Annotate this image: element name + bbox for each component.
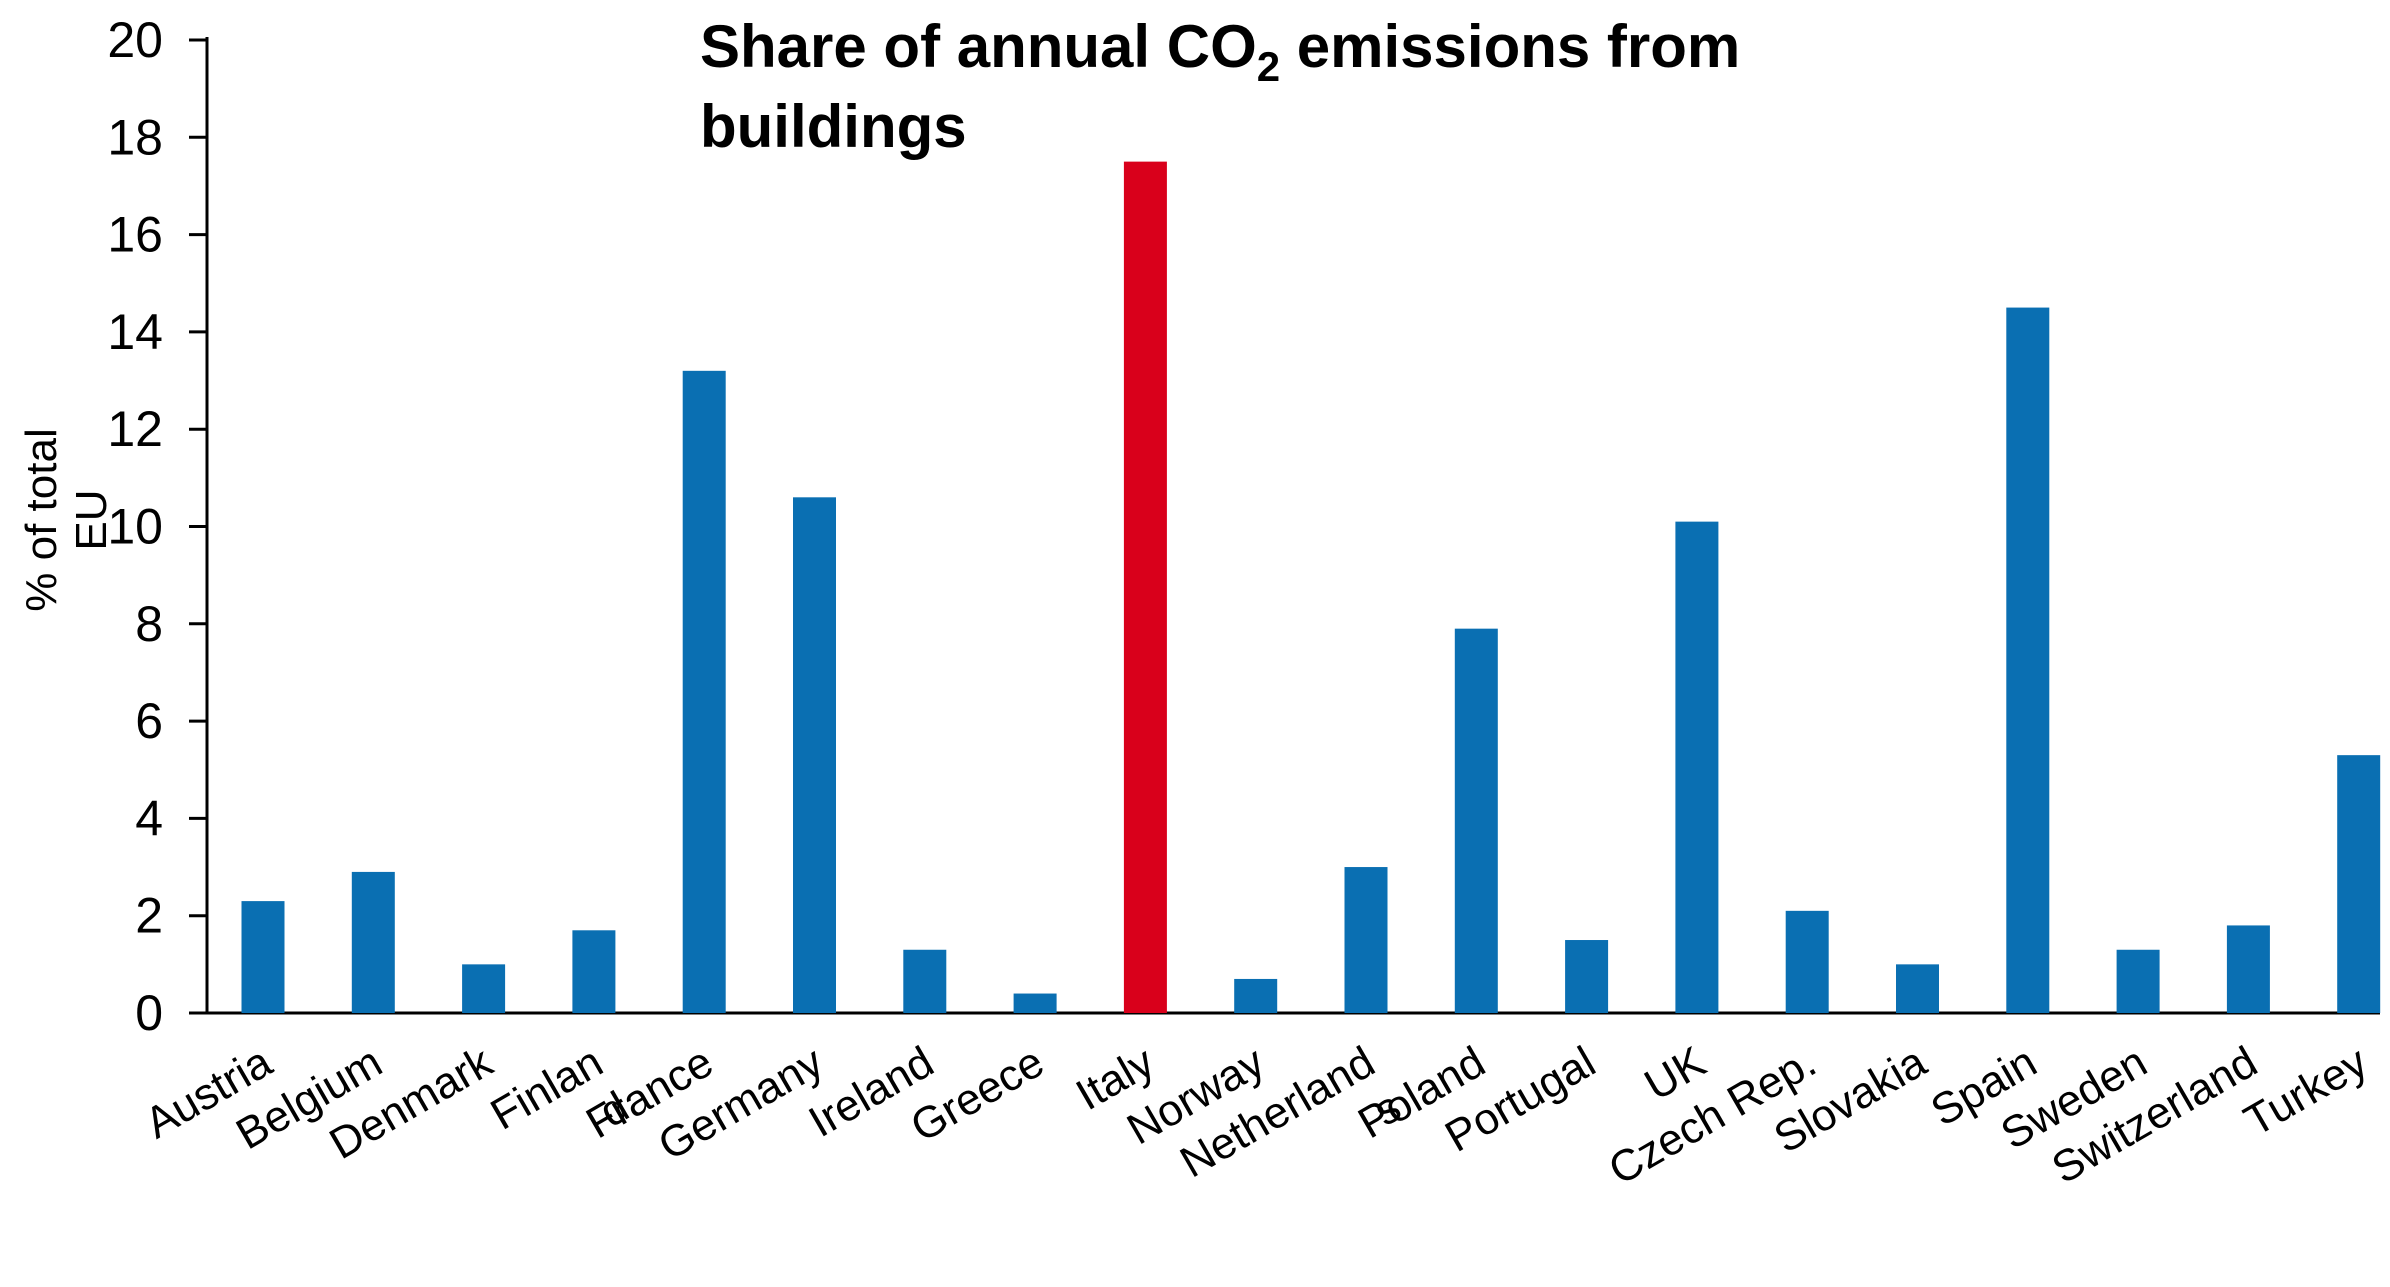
bar-netherlands	[1344, 867, 1388, 1013]
chart-title-subscript: 2	[1257, 43, 1280, 90]
y-axis-label-line-1: % of total	[17, 428, 66, 611]
bar-denmark	[462, 964, 506, 1013]
y-axis-label: % of total EU	[17, 428, 116, 611]
bar-italy	[1123, 161, 1167, 1013]
y-tick-label: 20	[107, 12, 163, 68]
chart-title-part-b: emissions from	[1280, 13, 1740, 80]
bar-greece	[1013, 993, 1057, 1013]
chart-title-line-1: Share of annual CO2 emissions from	[700, 13, 1740, 90]
bar-ireland	[903, 949, 947, 1013]
axes	[205, 37, 2380, 1015]
bar-poland	[1454, 628, 1498, 1013]
y-tick-label: 10	[107, 499, 163, 555]
y-tick-label: 2	[135, 888, 163, 944]
bar-spain	[2006, 307, 2050, 1013]
y-tick-label: 0	[135, 985, 163, 1041]
chart-title-part-a: Share of annual CO	[700, 13, 1257, 80]
y-axis-label-line-2: EU	[67, 489, 116, 550]
bar-slovakia	[1896, 964, 1939, 1013]
bar-uk	[1675, 521, 1719, 1013]
chart-title: Share of annual CO2 emissions from build…	[700, 13, 1740, 160]
y-tick-label: 14	[107, 304, 163, 360]
bar-turkey	[2337, 755, 2381, 1013]
bar-finland	[572, 930, 616, 1013]
y-tick-label: 8	[135, 596, 163, 652]
x-tick-label-line: Turkey	[2236, 1037, 2376, 1146]
y-tick-label: 18	[107, 109, 163, 165]
y-tick-label: 16	[107, 207, 163, 263]
bar-switzerland	[2226, 925, 2270, 1013]
chart-title-line-2: buildings	[700, 93, 967, 160]
bar-portugal	[1565, 940, 1609, 1013]
bar-czech-rep-	[1785, 910, 1829, 1013]
bar-norway	[1234, 978, 1278, 1013]
x-axis-labels: AustriaBelgiumDenmarkFinlandFranceGerman…	[137, 1037, 2376, 1195]
y-tick-label: 6	[135, 693, 163, 749]
bar-belgium	[351, 871, 395, 1013]
bar-sweden	[2116, 949, 2160, 1013]
bar-germany	[793, 497, 836, 1013]
x-tick-label: Turkey	[2236, 1037, 2376, 1146]
y-tick-label: 4	[135, 790, 163, 846]
bar-austria	[241, 901, 285, 1013]
bar-france	[682, 370, 726, 1013]
bars	[241, 161, 2381, 1013]
y-axis-ticks: 0 2 4 6 8 10 12 14 16 18 20	[107, 12, 207, 1041]
y-tick-label: 12	[107, 401, 163, 457]
